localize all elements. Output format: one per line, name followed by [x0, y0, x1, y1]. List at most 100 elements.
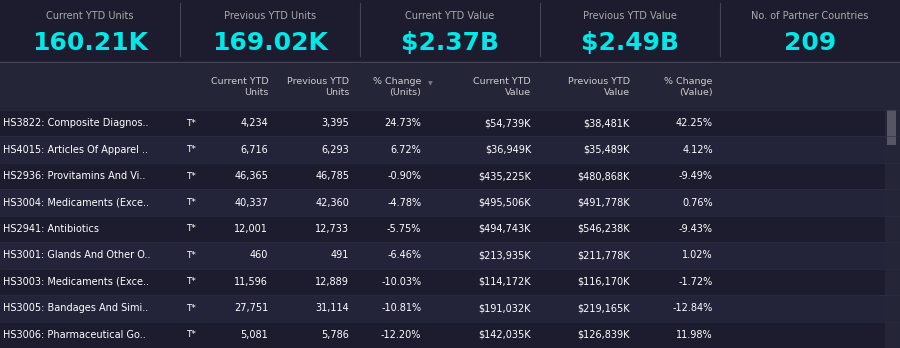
Text: $213,935K: $213,935K [479, 251, 531, 260]
Text: 460: 460 [250, 251, 268, 260]
Text: 0.76%: 0.76% [682, 198, 713, 207]
Text: $126,839K: $126,839K [578, 330, 630, 340]
Text: No. of Partner Countries: No. of Partner Countries [752, 11, 868, 21]
Text: -6.46%: -6.46% [387, 251, 421, 260]
Bar [887, 110, 896, 145]
Bar [0, 163, 900, 189]
Text: $142,035K: $142,035K [479, 330, 531, 340]
Text: T*: T* [186, 145, 196, 154]
Bar [0, 216, 900, 242]
Text: T*: T* [186, 304, 196, 313]
Text: $495,506K: $495,506K [479, 198, 531, 207]
Text: 27,751: 27,751 [234, 303, 268, 313]
Text: 169.02K: 169.02K [212, 31, 328, 55]
Text: Current YTD
Units: Current YTD Units [211, 77, 268, 97]
Text: Previous YTD Units: Previous YTD Units [224, 11, 316, 21]
Text: $480,868K: $480,868K [578, 171, 630, 181]
Text: HS3006: Pharmaceutical Go..: HS3006: Pharmaceutical Go.. [3, 330, 146, 340]
Text: $35,489K: $35,489K [583, 145, 630, 155]
Text: $211,778K: $211,778K [577, 251, 630, 260]
Text: -5.75%: -5.75% [387, 224, 421, 234]
Text: 12,001: 12,001 [234, 224, 268, 234]
Text: -1.72%: -1.72% [679, 277, 713, 287]
Text: $38,481K: $38,481K [584, 118, 630, 128]
Text: HS3004: Medicaments (Exce..: HS3004: Medicaments (Exce.. [3, 198, 148, 207]
Text: Current YTD
Value: Current YTD Value [473, 77, 531, 97]
Text: 6,293: 6,293 [321, 145, 349, 155]
Text: $36,949K: $36,949K [485, 145, 531, 155]
Text: % Change
(Value): % Change (Value) [664, 77, 713, 97]
Text: 6,716: 6,716 [240, 145, 268, 155]
Text: $219,165K: $219,165K [578, 303, 630, 313]
Text: 24.73%: 24.73% [384, 118, 421, 128]
Text: $494,743K: $494,743K [479, 224, 531, 234]
Text: -12.20%: -12.20% [381, 330, 421, 340]
Text: T*: T* [186, 172, 196, 181]
Text: $114,172K: $114,172K [479, 277, 531, 287]
Text: 12,733: 12,733 [315, 224, 349, 234]
Text: $2.49B: $2.49B [581, 31, 679, 55]
Bar [0, 242, 900, 269]
Text: 160.21K: 160.21K [32, 31, 148, 55]
Text: T*: T* [186, 224, 196, 234]
Text: 6.72%: 6.72% [391, 145, 421, 155]
Text: 42.25%: 42.25% [676, 118, 713, 128]
Text: T*: T* [186, 119, 196, 128]
Bar [0, 189, 900, 216]
Text: $491,778K: $491,778K [578, 198, 630, 207]
Text: T*: T* [186, 330, 196, 339]
Text: % Change
(Units): % Change (Units) [373, 77, 421, 97]
Text: 40,337: 40,337 [234, 198, 268, 207]
Text: -9.49%: -9.49% [679, 171, 713, 181]
Text: 4.12%: 4.12% [682, 145, 713, 155]
Bar [0, 295, 900, 322]
Text: Current YTD Units: Current YTD Units [46, 11, 134, 21]
Text: Current YTD Value: Current YTD Value [405, 11, 495, 21]
Text: 31,114: 31,114 [315, 303, 349, 313]
Text: $2.37B: $2.37B [401, 31, 499, 55]
Text: 11,596: 11,596 [234, 277, 268, 287]
Text: $435,225K: $435,225K [478, 171, 531, 181]
Bar [0, 136, 900, 163]
Text: 3,395: 3,395 [321, 118, 349, 128]
Bar [885, 110, 900, 348]
Text: 12,889: 12,889 [315, 277, 349, 287]
Bar [0, 110, 900, 136]
Text: 1.02%: 1.02% [682, 251, 713, 260]
Text: Previous YTD
Value: Previous YTD Value [568, 77, 630, 97]
Bar [0, 269, 900, 295]
Text: 42,360: 42,360 [315, 198, 349, 207]
Text: 209: 209 [784, 31, 836, 55]
Text: T*: T* [186, 251, 196, 260]
Text: 5,081: 5,081 [240, 330, 268, 340]
Bar [0, 64, 900, 110]
Text: HS2941: Antibiotics: HS2941: Antibiotics [3, 224, 99, 234]
Text: -12.84%: -12.84% [672, 303, 713, 313]
Text: T*: T* [186, 198, 196, 207]
Text: HS3001: Glands And Other O..: HS3001: Glands And Other O.. [3, 251, 150, 260]
Text: 4,234: 4,234 [240, 118, 268, 128]
Text: -4.78%: -4.78% [387, 198, 421, 207]
Text: $116,170K: $116,170K [578, 277, 630, 287]
Text: 5,786: 5,786 [321, 330, 349, 340]
Text: HS3005: Bandages And Simi..: HS3005: Bandages And Simi.. [3, 303, 148, 313]
Text: 491: 491 [331, 251, 349, 260]
Text: HS2936: Provitamins And Vi..: HS2936: Provitamins And Vi.. [3, 171, 145, 181]
Text: $546,238K: $546,238K [578, 224, 630, 234]
Text: Previous YTD
Units: Previous YTD Units [287, 77, 349, 97]
Bar [0, 322, 900, 348]
Text: HS4015: Articles Of Apparel ..: HS4015: Articles Of Apparel .. [3, 145, 148, 155]
Text: -9.43%: -9.43% [679, 224, 713, 234]
Text: -0.90%: -0.90% [387, 171, 421, 181]
Text: $191,032K: $191,032K [479, 303, 531, 313]
Text: ▼: ▼ [428, 81, 433, 86]
Text: -10.81%: -10.81% [381, 303, 421, 313]
Text: HS3003: Medicaments (Exce..: HS3003: Medicaments (Exce.. [3, 277, 148, 287]
Text: 46,365: 46,365 [234, 171, 268, 181]
Text: HS3822: Composite Diagnos..: HS3822: Composite Diagnos.. [3, 118, 148, 128]
Text: -10.03%: -10.03% [381, 277, 421, 287]
Text: Previous YTD Value: Previous YTD Value [583, 11, 677, 21]
Text: 11.98%: 11.98% [676, 330, 713, 340]
Text: T*: T* [186, 277, 196, 286]
Text: 46,785: 46,785 [315, 171, 349, 181]
